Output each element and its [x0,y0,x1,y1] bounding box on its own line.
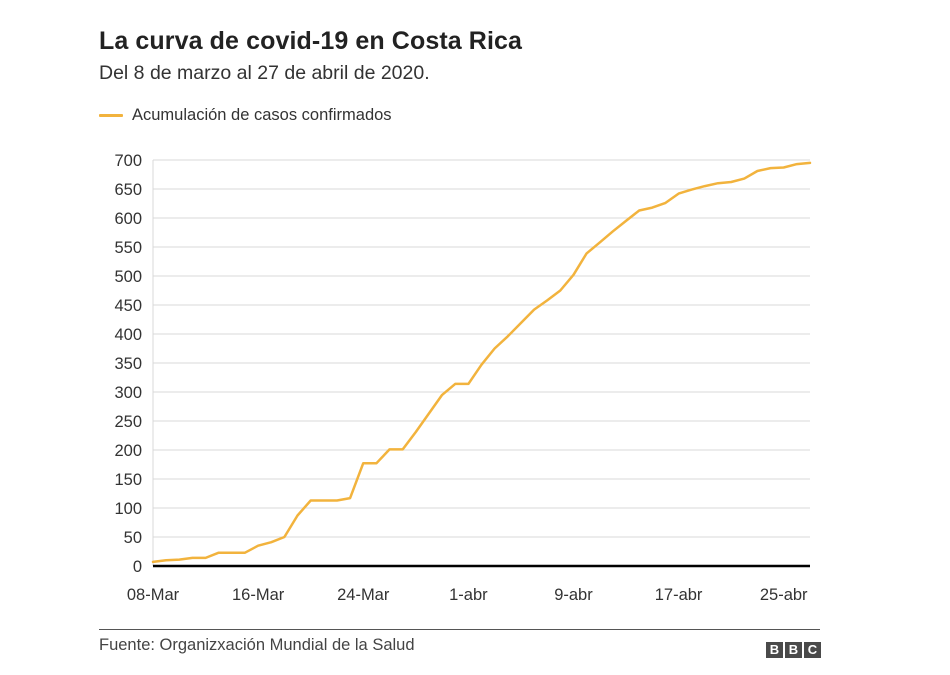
y-tick-label: 700 [114,152,142,170]
y-tick-label: 100 [114,500,142,518]
legend: Acumulación de casos confirmados [99,106,392,125]
bbc-logo-letter: C [804,642,821,658]
x-tick-label: 08-Mar [127,586,180,604]
y-tick-label: 400 [114,326,142,344]
bbc-logo-letter: B [766,642,783,658]
bbc-logo: B B C [766,642,821,658]
x-tick-label: 25-abr [760,586,808,604]
y-tick-label: 150 [114,471,142,489]
gridlines [152,159,810,566]
y-tick-label: 450 [114,297,142,315]
chart-title: La curva de covid-19 en Costa Rica [99,27,523,55]
y-tick-label: 250 [114,413,142,431]
x-tick-label: 16-Mar [232,586,285,604]
x-tick-label: 17-abr [655,586,703,604]
y-tick-label: 300 [114,384,142,402]
x-tick-label: 1-abr [449,586,488,604]
x-tick-label: 9-abr [554,586,593,604]
x-axis: 08-Mar 16-Mar 24-Mar 1-abr 9-abr 17-abr 25-abr [127,586,808,604]
chart-subtitle: Del 8 de marzo al 27 de abril de 2020. [99,62,430,84]
y-tick-label: 200 [114,442,142,460]
y-tick-label: 350 [114,355,142,373]
y-tick-label: 600 [114,210,142,228]
y-tick-label: 500 [114,268,142,286]
x-tick-label: 24-Mar [337,586,390,604]
y-tick-label: 50 [124,529,142,547]
legend-line-swatch-icon [99,114,123,117]
footer-divider [99,629,820,630]
cases-line [151,161,812,564]
legend-label: Acumulación de casos confirmados [132,106,392,124]
y-tick-label: 0 [133,558,142,576]
y-tick-label: 550 [114,239,142,257]
y-tick-label: 650 [114,181,142,199]
source-note: Fuente: Organizxación Mundial de la Salu… [99,636,415,654]
bbc-logo-letter: B [785,642,802,658]
y-axis: 0 50 100 150 200 250 300 350 400 450 500 550 600 650 7… [114,152,142,576]
